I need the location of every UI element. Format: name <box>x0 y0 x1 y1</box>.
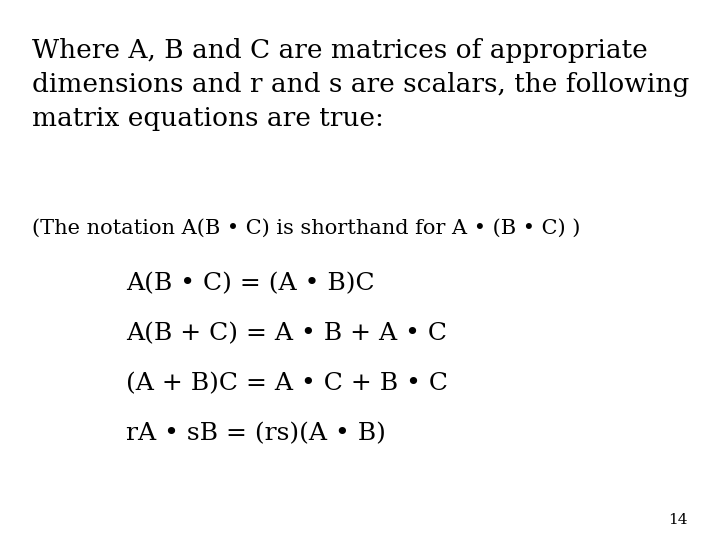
Text: A(B + C) = A • B + A • C: A(B + C) = A • B + A • C <box>126 322 447 346</box>
Text: rA • sB = (rs)(A • B): rA • sB = (rs)(A • B) <box>126 422 386 445</box>
Text: Where A, B and C are matrices of appropriate
dimensions and r and s are scalars,: Where A, B and C are matrices of appropr… <box>32 38 690 131</box>
Text: 14: 14 <box>668 512 688 526</box>
Text: (A + B)C = A • C + B • C: (A + B)C = A • C + B • C <box>126 372 448 395</box>
Text: (The notation A(B • C) is shorthand for A • (B • C) ): (The notation A(B • C) is shorthand for … <box>32 219 581 238</box>
Text: A(B • C) = (A • B)C: A(B • C) = (A • B)C <box>126 273 374 296</box>
